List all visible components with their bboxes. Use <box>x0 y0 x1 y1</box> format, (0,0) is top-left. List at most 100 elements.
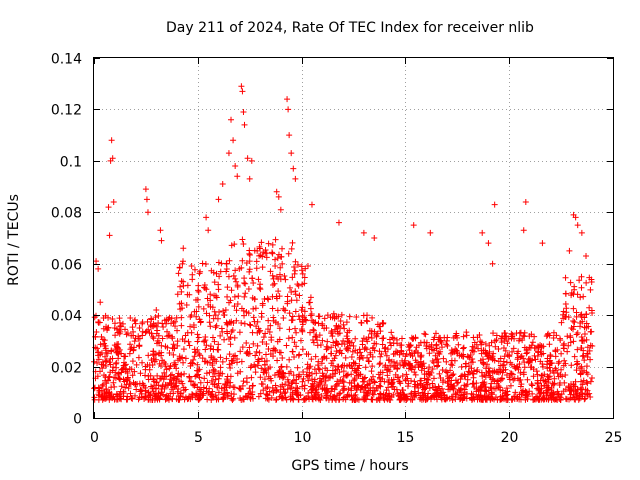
y-tick-label: 0.14 <box>51 52 82 68</box>
data-point <box>352 391 359 398</box>
data-point <box>277 349 284 356</box>
data-point <box>300 369 307 376</box>
data-point <box>131 338 138 345</box>
data-point <box>212 312 219 319</box>
data-point <box>546 373 553 380</box>
data-point <box>174 338 181 345</box>
data-point <box>497 396 504 403</box>
data-point <box>95 265 102 272</box>
data-point <box>399 335 406 342</box>
data-point <box>108 384 115 391</box>
data-point <box>334 363 341 370</box>
data-point <box>247 394 254 401</box>
data-point <box>116 375 123 382</box>
data-point <box>364 338 371 345</box>
data-point <box>306 299 313 306</box>
data-point <box>188 312 195 319</box>
data-point <box>151 352 158 359</box>
data-point <box>495 369 502 376</box>
data-point <box>312 353 319 360</box>
data-point <box>184 291 191 298</box>
data-point <box>561 357 568 364</box>
data-point <box>148 357 155 364</box>
data-point <box>376 323 383 330</box>
data-point <box>112 375 119 382</box>
data-point <box>269 272 276 279</box>
data-point <box>340 379 347 386</box>
data-point <box>255 393 262 400</box>
data-point <box>189 360 196 367</box>
data-point <box>281 273 288 280</box>
data-point <box>556 335 563 342</box>
data-point <box>239 344 246 351</box>
data-point <box>336 396 343 403</box>
data-point <box>132 320 139 327</box>
data-point <box>366 327 373 334</box>
data-point <box>583 279 590 286</box>
data-point <box>429 380 436 387</box>
data-point <box>562 290 569 297</box>
data-point <box>253 323 260 330</box>
data-point <box>129 372 136 379</box>
data-point <box>564 348 571 355</box>
data-point <box>270 314 277 321</box>
data-point <box>180 346 187 353</box>
data-point <box>115 371 122 378</box>
data-point <box>343 319 350 326</box>
data-point <box>407 352 414 359</box>
data-point <box>315 391 322 398</box>
data-point <box>272 263 279 270</box>
data-point <box>509 397 516 403</box>
data-point <box>211 279 218 286</box>
data-point <box>273 396 280 403</box>
data-point <box>187 323 194 330</box>
data-point <box>238 305 245 312</box>
data-point <box>173 376 180 383</box>
data-point <box>142 387 149 394</box>
data-point <box>313 334 320 341</box>
data-point <box>352 335 359 342</box>
data-point <box>581 314 588 321</box>
data-point <box>471 384 478 391</box>
data-point <box>145 352 152 359</box>
data-point <box>153 323 160 330</box>
data-point <box>274 357 281 364</box>
data-point <box>351 377 358 384</box>
data-point <box>155 390 162 397</box>
data-point <box>507 370 514 377</box>
data-point <box>332 382 339 389</box>
data-point <box>310 327 317 334</box>
data-point <box>155 312 162 319</box>
data-point <box>392 371 399 378</box>
data-point <box>486 372 493 379</box>
data-point <box>275 288 282 295</box>
data-point <box>253 348 260 355</box>
data-point <box>162 343 169 350</box>
data-point <box>217 364 224 371</box>
data-point <box>301 280 308 287</box>
data-point <box>516 361 523 367</box>
data-point <box>132 335 139 342</box>
data-point <box>155 320 162 327</box>
data-point <box>145 396 152 403</box>
data-point <box>286 284 293 291</box>
data-point <box>535 380 542 387</box>
data-point <box>448 350 455 357</box>
data-point <box>98 333 105 340</box>
data-point <box>293 297 300 304</box>
data-point <box>196 352 203 359</box>
data-point <box>231 241 238 248</box>
data-point <box>512 389 519 396</box>
data-point <box>384 372 391 379</box>
data-point <box>568 325 575 331</box>
data-point <box>280 314 287 321</box>
data-point <box>340 373 347 380</box>
data-point <box>412 364 419 371</box>
data-point <box>482 384 489 391</box>
data-point <box>453 330 460 337</box>
data-point <box>568 362 575 369</box>
data-point <box>308 356 315 363</box>
data-point <box>359 341 366 348</box>
data-point <box>203 310 210 317</box>
data-point <box>180 278 187 285</box>
